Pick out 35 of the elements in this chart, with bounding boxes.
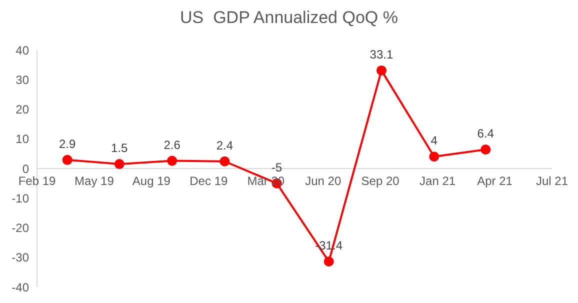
x-tick-label: Jan 21	[420, 174, 456, 188]
data-label: 4	[430, 134, 438, 148]
x-tick-label: Dec 19	[190, 174, 228, 188]
point	[167, 156, 178, 166]
data-label: 1.5	[111, 141, 128, 156]
y-tick-label: 10	[16, 132, 30, 146]
x-tick-label: Jun 20	[305, 174, 342, 188]
data-label: 33.1	[370, 47, 394, 62]
data-label: -5	[271, 160, 282, 174]
y-tick-label: 40	[16, 43, 30, 58]
x-tick-label: Aug 19	[132, 174, 171, 188]
point	[114, 159, 124, 170]
x-tick-label: Apr 21	[477, 174, 513, 188]
y-tick-label: -20	[12, 221, 30, 236]
data-label: 2.6	[164, 138, 181, 152]
data-label: 2.9	[58, 136, 76, 151]
x-tick-label: Feb 19	[18, 174, 56, 188]
x-tick-label: Sep 20	[361, 174, 400, 188]
point	[220, 156, 230, 166]
point	[429, 152, 440, 162]
y-tick-label: -10	[12, 191, 30, 206]
y-tick-label: -30	[12, 250, 30, 265]
y-tick-label: 0	[22, 162, 30, 176]
chart-title: US GDP Annualized QoQ %	[179, 8, 399, 28]
point	[376, 65, 386, 76]
point	[480, 144, 491, 155]
data-label: 2.4	[216, 138, 234, 152]
point	[62, 154, 72, 165]
x-tick-label: May 19	[74, 174, 114, 188]
x-tick-label: Jul 21	[536, 174, 568, 188]
point	[324, 256, 334, 267]
y-tick-label: 30	[16, 72, 30, 87]
data-label: 6.4	[477, 126, 494, 141]
y-tick-label: 20	[16, 102, 30, 117]
y-tick-label: -40	[12, 280, 30, 294]
